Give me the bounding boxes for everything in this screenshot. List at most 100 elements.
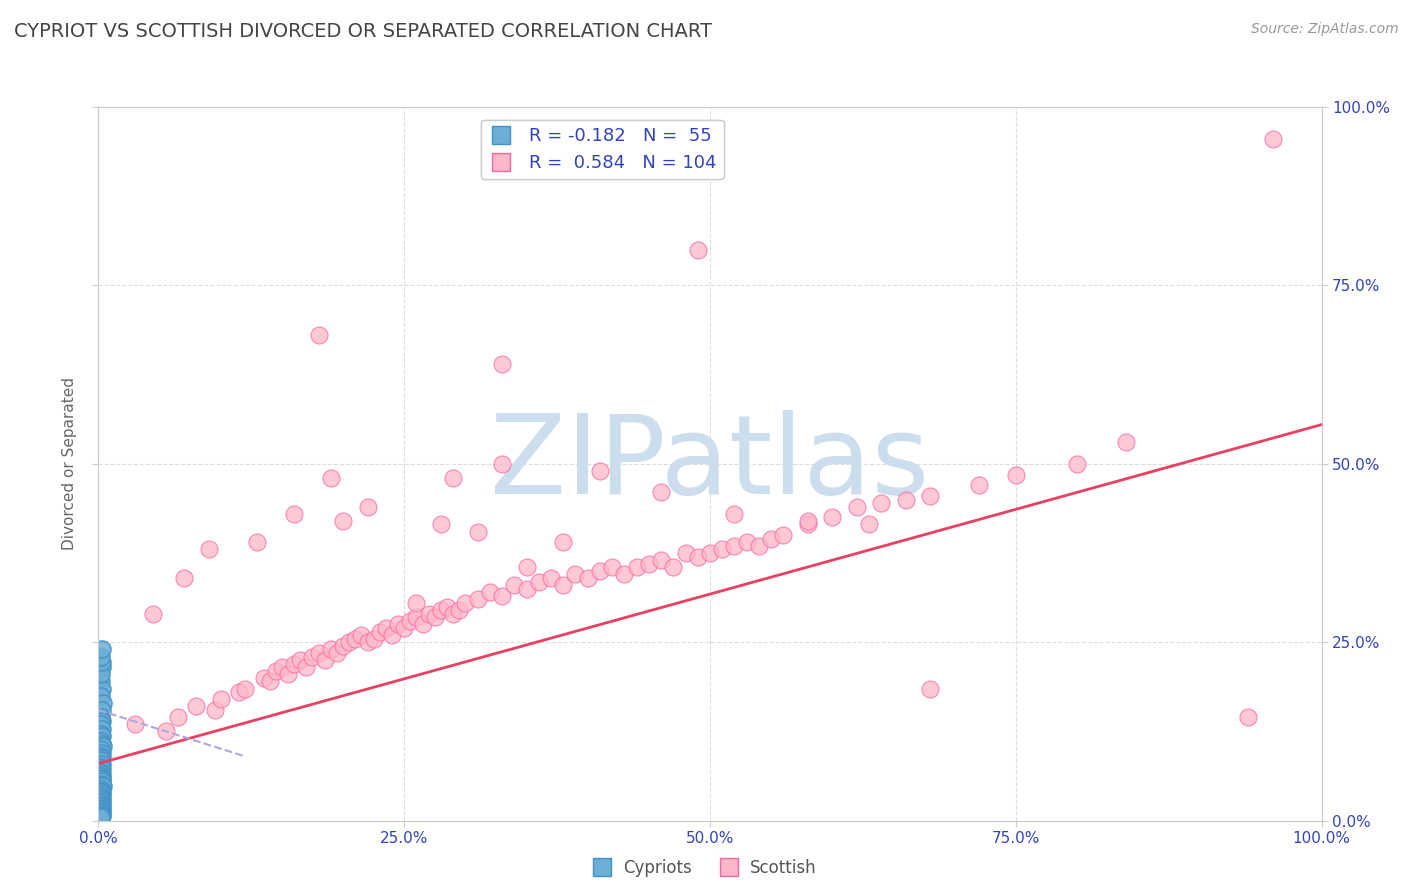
Point [686,549,709,564]
Point [405,596,427,610]
Point [1261,132,1284,146]
Point [344,632,367,646]
Point [228,685,250,699]
Point [650,553,672,567]
Point [723,539,745,553]
Point [423,610,446,624]
Point [91,794,114,808]
Point [91,804,114,818]
Point [1004,467,1026,482]
Point [967,478,990,492]
Legend: R = -0.182   N =  55, R =  0.584   N = 104: R = -0.182 N = 55, R = 0.584 N = 104 [481,120,724,179]
Point [91,751,114,765]
Point [90,742,112,756]
Point [699,546,721,560]
Point [467,524,489,539]
Point [91,801,114,815]
Point [90,726,112,740]
Point [91,723,114,737]
Point [870,496,893,510]
Point [638,557,661,571]
Point [650,485,672,500]
Point [90,649,112,664]
Point [90,805,112,819]
Point [553,535,575,549]
Point [920,489,942,503]
Point [209,692,232,706]
Point [662,560,685,574]
Point [308,646,330,660]
Point [356,500,378,514]
Point [626,560,648,574]
Point [858,517,880,532]
Point [90,785,112,799]
Point [90,789,112,803]
Point [553,578,575,592]
Point [1066,457,1088,471]
Point [797,514,820,528]
Point [314,653,336,667]
Point [761,532,783,546]
Point [711,542,734,557]
Point [374,621,396,635]
Point [381,628,404,642]
Point [90,717,112,731]
Point [90,802,112,816]
Point [449,603,471,617]
Point [91,797,114,812]
Point [90,689,112,703]
Point [332,514,354,528]
Point [90,753,112,767]
Point [368,624,391,639]
Point [527,574,550,589]
Point [91,806,114,821]
Point [91,737,114,751]
Point [589,464,612,478]
Point [319,471,342,485]
Point [90,772,112,787]
Point [90,674,112,689]
Point [91,655,114,669]
Point [91,756,114,771]
Point [686,243,709,257]
Point [491,357,513,371]
Point [91,783,114,797]
Point [124,717,146,731]
Point [399,614,422,628]
Point [735,535,758,549]
Point [167,710,190,724]
Y-axis label: Divorced or Separated: Divorced or Separated [62,377,77,550]
Point [430,517,453,532]
Point [894,492,917,507]
Point [155,724,177,739]
Point [1115,435,1137,450]
Point [90,769,112,783]
Point [173,571,195,585]
Point [90,810,112,824]
Point [412,617,434,632]
Point [90,808,112,822]
Point [91,778,114,792]
Point [91,681,114,696]
Point [252,671,274,685]
Point [90,667,112,681]
Point [503,578,526,592]
Point [91,642,114,657]
Point [90,776,112,790]
Point [204,703,226,717]
Point [613,567,636,582]
Point [387,617,409,632]
Point [91,809,114,823]
Point [454,596,477,610]
Point [277,667,299,681]
Point [90,760,112,774]
Point [491,457,513,471]
Point [467,592,489,607]
Point [90,733,112,747]
Point [319,642,342,657]
Point [283,657,305,671]
Text: CYPRIOT VS SCOTTISH DIVORCED OR SEPARATED CORRELATION CHART: CYPRIOT VS SCOTTISH DIVORCED OR SEPARATE… [14,22,711,41]
Point [91,739,114,753]
Point [491,589,513,603]
Text: Source: ZipAtlas.com: Source: ZipAtlas.com [1251,22,1399,37]
